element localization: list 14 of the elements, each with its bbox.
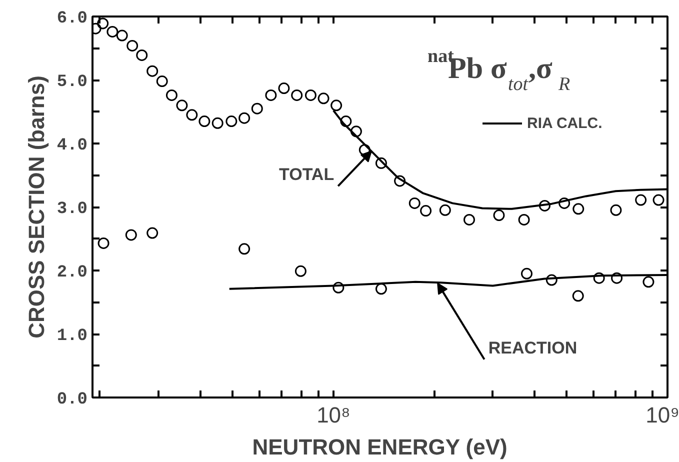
y-tick-label: 4.0	[56, 136, 88, 156]
x-tick-label: 10⁸	[316, 402, 350, 428]
x-tick-label: 10⁹	[646, 402, 679, 428]
y-tick-label: 6.0	[56, 10, 88, 28]
annotation: TOTAL	[279, 165, 334, 184]
y-tick-label: 2.0	[56, 264, 88, 282]
x-axis-title: NEUTRON ENERGY (eV)	[252, 434, 508, 460]
legend-label: RIA CALC.	[527, 114, 602, 132]
y-axis-title: CROSS SECTION (barns)	[24, 76, 49, 338]
y-tick-label: 1.0	[56, 327, 88, 346]
annotation: REACTION	[488, 338, 578, 358]
y-tick-label: 0.0	[56, 390, 88, 410]
y-tick-label: 5.0	[56, 73, 88, 92]
y-tick-label: 3.0	[56, 200, 88, 219]
